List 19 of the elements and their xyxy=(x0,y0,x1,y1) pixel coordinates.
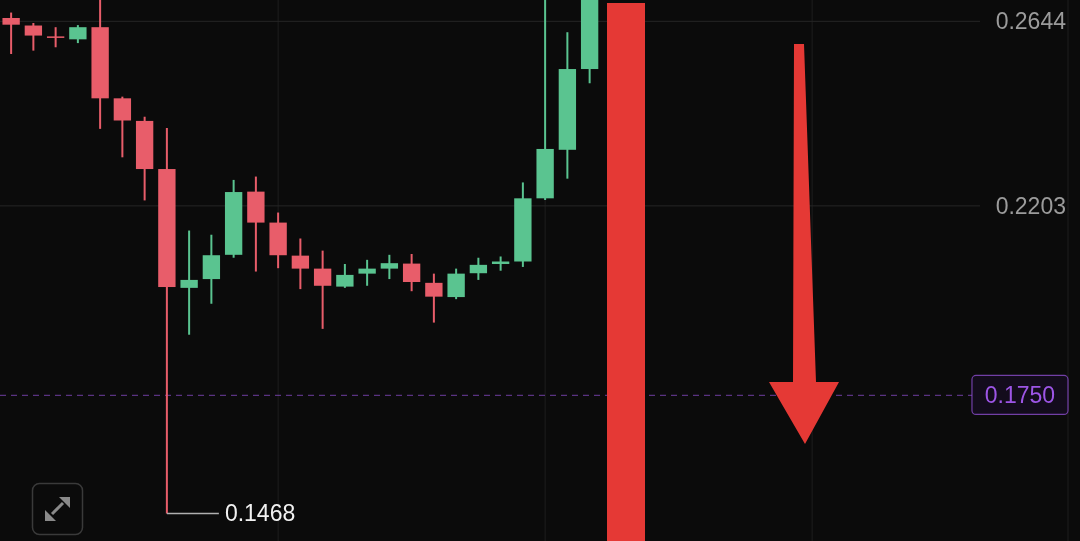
candlestick xyxy=(291,237,310,291)
candlestick xyxy=(402,252,421,293)
candlestick xyxy=(180,229,198,336)
annotation: 0.1468 xyxy=(224,500,296,527)
candlestick xyxy=(358,258,376,287)
ref-line-label: 0.1750 xyxy=(984,382,1056,409)
candlestick xyxy=(46,26,65,49)
candlestick xyxy=(425,272,443,324)
candlestick xyxy=(2,11,20,55)
candlestick xyxy=(113,95,132,159)
candlestick xyxy=(313,249,332,330)
candlestick xyxy=(447,267,465,301)
candlestick xyxy=(380,253,399,281)
y-tick-label: 0.2203 xyxy=(995,192,1066,219)
candlestick xyxy=(336,263,354,289)
candlestick xyxy=(24,22,43,52)
candlestick xyxy=(202,233,221,305)
candlestick xyxy=(469,256,488,281)
y-tick-label: 0.2644 xyxy=(995,8,1067,35)
